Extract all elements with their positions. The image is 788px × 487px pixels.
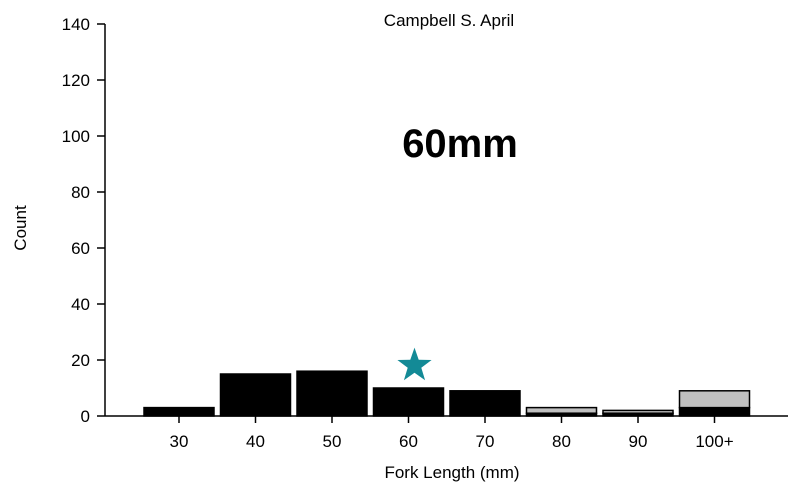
markers-group <box>397 347 432 381</box>
star-marker-icon <box>397 347 432 381</box>
bar-100plus-series-0 <box>678 406 751 417</box>
bar-90-series-1 <box>602 409 674 414</box>
ticks-group: 0 20 40 60 80 100 120 140 30 40 50 60 70 80 90 100+ <box>62 15 734 451</box>
bar-50-series-0 <box>296 370 368 417</box>
y-tick-label-20: 20 <box>71 351 90 370</box>
bar-40-series-0 <box>219 373 292 417</box>
bars-group <box>143 370 751 417</box>
y-axis-title: Count <box>11 205 30 251</box>
y-tick-label-120: 120 <box>62 71 90 90</box>
bar-70-series-0 <box>449 390 521 417</box>
bar-80-series-1 <box>525 406 598 414</box>
y-tick-label-40: 40 <box>71 295 90 314</box>
bar-30-series-0 <box>143 406 215 417</box>
y-tick-label-60: 60 <box>71 239 90 258</box>
x-tick-label-100plus: 100+ <box>695 432 733 451</box>
x-tick-label-90: 90 <box>629 432 648 451</box>
size-annotation: 60mm <box>402 122 518 166</box>
x-axis-title: Fork Length (mm) <box>384 463 519 482</box>
y-tick-label-140: 140 <box>62 15 90 34</box>
chart-title: Campbell S. April <box>384 11 514 30</box>
x-tick-label-70: 70 <box>476 432 495 451</box>
y-tick-label-100: 100 <box>62 127 90 146</box>
x-tick-label-40: 40 <box>246 432 265 451</box>
x-tick-label-30: 30 <box>170 432 189 451</box>
x-tick-label-80: 80 <box>552 432 571 451</box>
bar-60-series-0 <box>372 387 445 417</box>
axes-group <box>104 24 788 417</box>
x-tick-label-60: 60 <box>399 432 418 451</box>
x-tick-label-50: 50 <box>323 432 342 451</box>
y-tick-label-0: 0 <box>81 407 90 426</box>
bar-100plus-series-1 <box>678 390 751 409</box>
y-tick-label-80: 80 <box>71 183 90 202</box>
